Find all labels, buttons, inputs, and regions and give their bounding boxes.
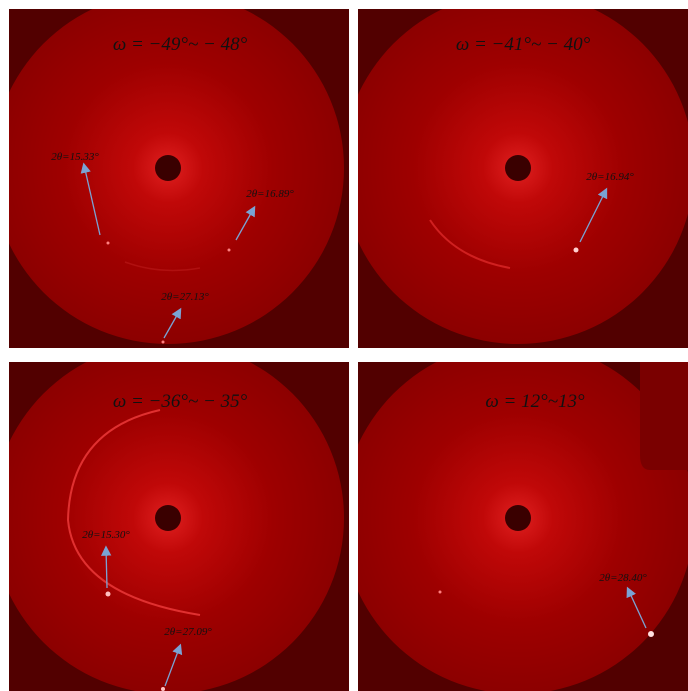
panel-title: ω = −49°~ − 48°: [113, 34, 248, 55]
annotation: 2θ=27.13°: [161, 291, 209, 303]
annotation: 2θ=15.33°: [51, 151, 99, 163]
annotation: 2θ=27.09°: [164, 626, 212, 638]
panel-title: ω = −41°~ − 40°: [456, 34, 591, 55]
panel-title: ω = 12°~13°: [485, 391, 585, 412]
figure: ω = −49°~ − 48° 2θ=15.33° 2θ=16.89° 2θ=2…: [0, 0, 688, 691]
annotation: 2θ=16.94°: [586, 171, 634, 183]
annotation: 2θ=28.40°: [599, 572, 647, 584]
annotation: 2θ=15.30°: [82, 529, 130, 541]
annotation: 2θ=16.89°: [246, 188, 294, 200]
panel-title: ω = −36°~ − 35°: [113, 391, 248, 412]
